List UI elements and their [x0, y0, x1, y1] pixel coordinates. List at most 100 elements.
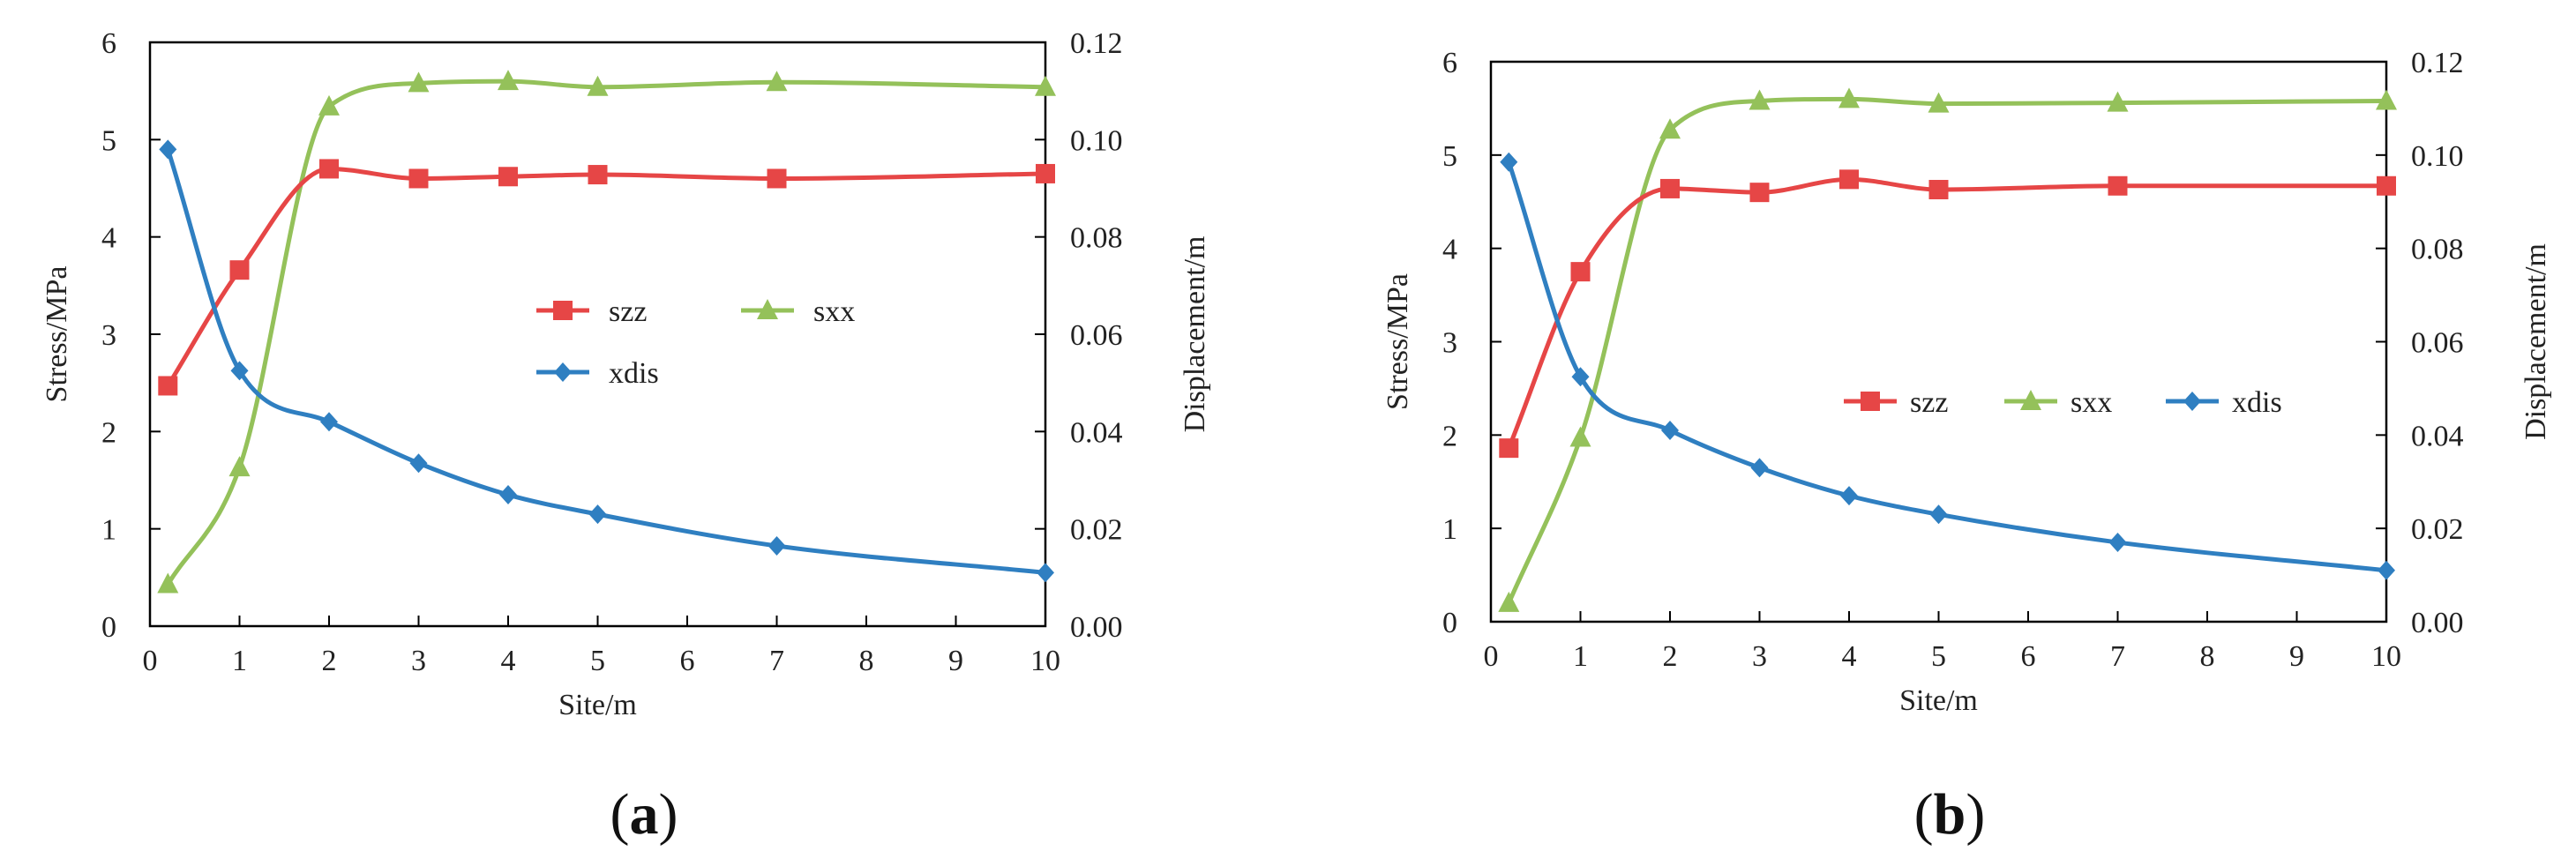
y-left-axis-title: Stress/MPa — [1382, 273, 1414, 410]
data-point-sxx — [157, 572, 179, 594]
data-point-sxx — [587, 75, 609, 96]
legend-marker-xdis — [2183, 392, 2201, 411]
legend-label-szz: szz — [609, 295, 647, 328]
y-right-tick-label: 0.04 — [1070, 416, 1123, 449]
series-xdis — [159, 139, 1054, 583]
data-point-xdis — [588, 504, 607, 525]
y-left-tick-label: 0 — [101, 611, 116, 644]
y-right-tick-label: 0.12 — [2411, 47, 2464, 79]
y-left-tick-label: 2 — [1442, 420, 1457, 452]
series-szz — [1499, 169, 2396, 459]
data-point-sxx — [408, 71, 430, 93]
data-point-xdis — [2108, 533, 2127, 553]
data-point-sxx — [1498, 591, 1520, 612]
y-left-tick-label: 2 — [101, 416, 116, 449]
series-line-szz — [165, 166, 1048, 388]
y-right-tick-label: 0.00 — [2411, 607, 2464, 639]
data-point-sxx — [1928, 92, 1950, 113]
legend-marker-szz — [553, 301, 573, 320]
data-point-szz — [498, 167, 518, 187]
x-axis-title: Site/m — [558, 689, 637, 721]
y-right-axis-title: Displacement/m — [1179, 236, 1211, 433]
series-line-sxx — [1506, 96, 2389, 606]
data-point-sxx — [1035, 75, 1056, 96]
plot-frame — [1489, 60, 2388, 623]
x-tick-label: 5 — [590, 645, 605, 677]
y-right-tick-label: 0.06 — [1070, 319, 1123, 352]
data-point-szz — [1928, 179, 1949, 199]
panel-label-letter: a — [630, 782, 659, 847]
data-point-sxx — [766, 71, 788, 92]
data-point-sxx — [2376, 89, 2397, 110]
data-point-xdis — [230, 361, 249, 381]
x-tick-label: 3 — [1752, 640, 1767, 673]
data-point-xdis — [1929, 504, 1948, 525]
data-point-xdis — [1840, 486, 1858, 506]
data-point-xdis — [1500, 152, 1518, 172]
x-tick-label: 1 — [1573, 640, 1588, 673]
series-xdis — [1500, 152, 2395, 580]
y-left-tick-label: 5 — [101, 124, 116, 157]
plot-frame — [148, 41, 1047, 628]
data-point-szz — [158, 376, 178, 396]
data-point-szz — [1749, 183, 1770, 203]
data-point-xdis — [2378, 560, 2395, 580]
series-sxx — [1498, 87, 2397, 612]
x-tick-label: 6 — [2021, 640, 2036, 673]
x-tick-label: 8 — [2200, 640, 2215, 673]
y-right-tick-label: 0.02 — [1070, 514, 1123, 547]
y-left-axis-title: Stress/MPa — [41, 266, 73, 403]
legend-label-sxx: sxx — [2071, 386, 2112, 419]
y-right-tick-label: 0.08 — [2411, 234, 2464, 266]
y-left-tick-label: 1 — [101, 514, 116, 547]
x-tick-label: 0 — [1484, 640, 1499, 673]
y-right-axis-title: Displacement/m — [2520, 243, 2552, 440]
data-point-szz — [1499, 438, 1519, 459]
series-line-sxx — [165, 78, 1048, 587]
data-point-sxx — [318, 94, 340, 116]
y-right-tick-label: 0.08 — [1070, 222, 1123, 255]
y-right-tick-label: 0.02 — [2411, 513, 2464, 546]
data-point-sxx — [228, 456, 251, 477]
series-sxx — [157, 70, 1056, 594]
x-tick-label: 2 — [322, 645, 337, 677]
y-left-tick-label: 4 — [1442, 234, 1457, 266]
y-left-tick-label: 6 — [1442, 47, 1457, 79]
legend-marker-sxx — [757, 299, 778, 319]
y-left-tick-label: 0 — [1442, 607, 1457, 639]
x-tick-label: 6 — [680, 645, 695, 677]
data-point-szz — [2108, 175, 2128, 196]
data-point-szz — [229, 260, 250, 280]
y-right-tick-label: 0.10 — [2411, 140, 2464, 173]
panel-label: (b) — [1914, 782, 1986, 847]
x-tick-label: 4 — [1842, 640, 1857, 673]
data-point-szz — [767, 168, 787, 189]
panel-label-letter: b — [1934, 782, 1966, 847]
data-point-xdis — [159, 139, 177, 160]
data-point-xdis — [1571, 367, 1590, 387]
data-point-xdis — [1037, 563, 1054, 583]
y-right-tick-label: 0.06 — [2411, 327, 2464, 360]
data-point-sxx — [1659, 118, 1681, 139]
x-tick-label: 2 — [1663, 640, 1678, 673]
chart-a-svg: 0 1 2 3 4 5 6 7 8 9 10 0 1 2 3 4 5 6 0.00 0.02 0.04 0.06 0.08 0… — [41, 27, 1211, 847]
y-left-tick-label: 3 — [101, 319, 116, 352]
y-left-tick-label: 6 — [101, 27, 116, 60]
y-left-tick-label: 3 — [1442, 327, 1457, 360]
x-tick-label: 9 — [948, 645, 963, 677]
data-point-xdis — [409, 453, 428, 474]
x-tick-label: 10 — [2371, 640, 2401, 673]
data-point-szz — [2377, 175, 2396, 196]
legend-label-xdis: xdis — [609, 357, 659, 390]
data-point-sxx — [498, 70, 519, 91]
legend-marker-xdis — [554, 362, 572, 382]
x-tick-label: 1 — [232, 645, 247, 677]
chart-panel-b: 0 1 2 3 4 5 6 7 8 9 10 0 1 2 3 4 5 6 0.00 0.02 0.04 0.06 0.08 0… — [1288, 0, 2576, 866]
data-point-sxx — [1569, 426, 1591, 447]
data-point-szz — [1036, 163, 1055, 183]
legend-label-szz: szz — [1910, 386, 1948, 419]
panel-label: (a) — [610, 782, 678, 847]
y-left-tick-label: 1 — [1442, 513, 1457, 546]
y-right-tick-label: 0.10 — [1070, 124, 1123, 157]
x-tick-label: 0 — [143, 645, 158, 677]
